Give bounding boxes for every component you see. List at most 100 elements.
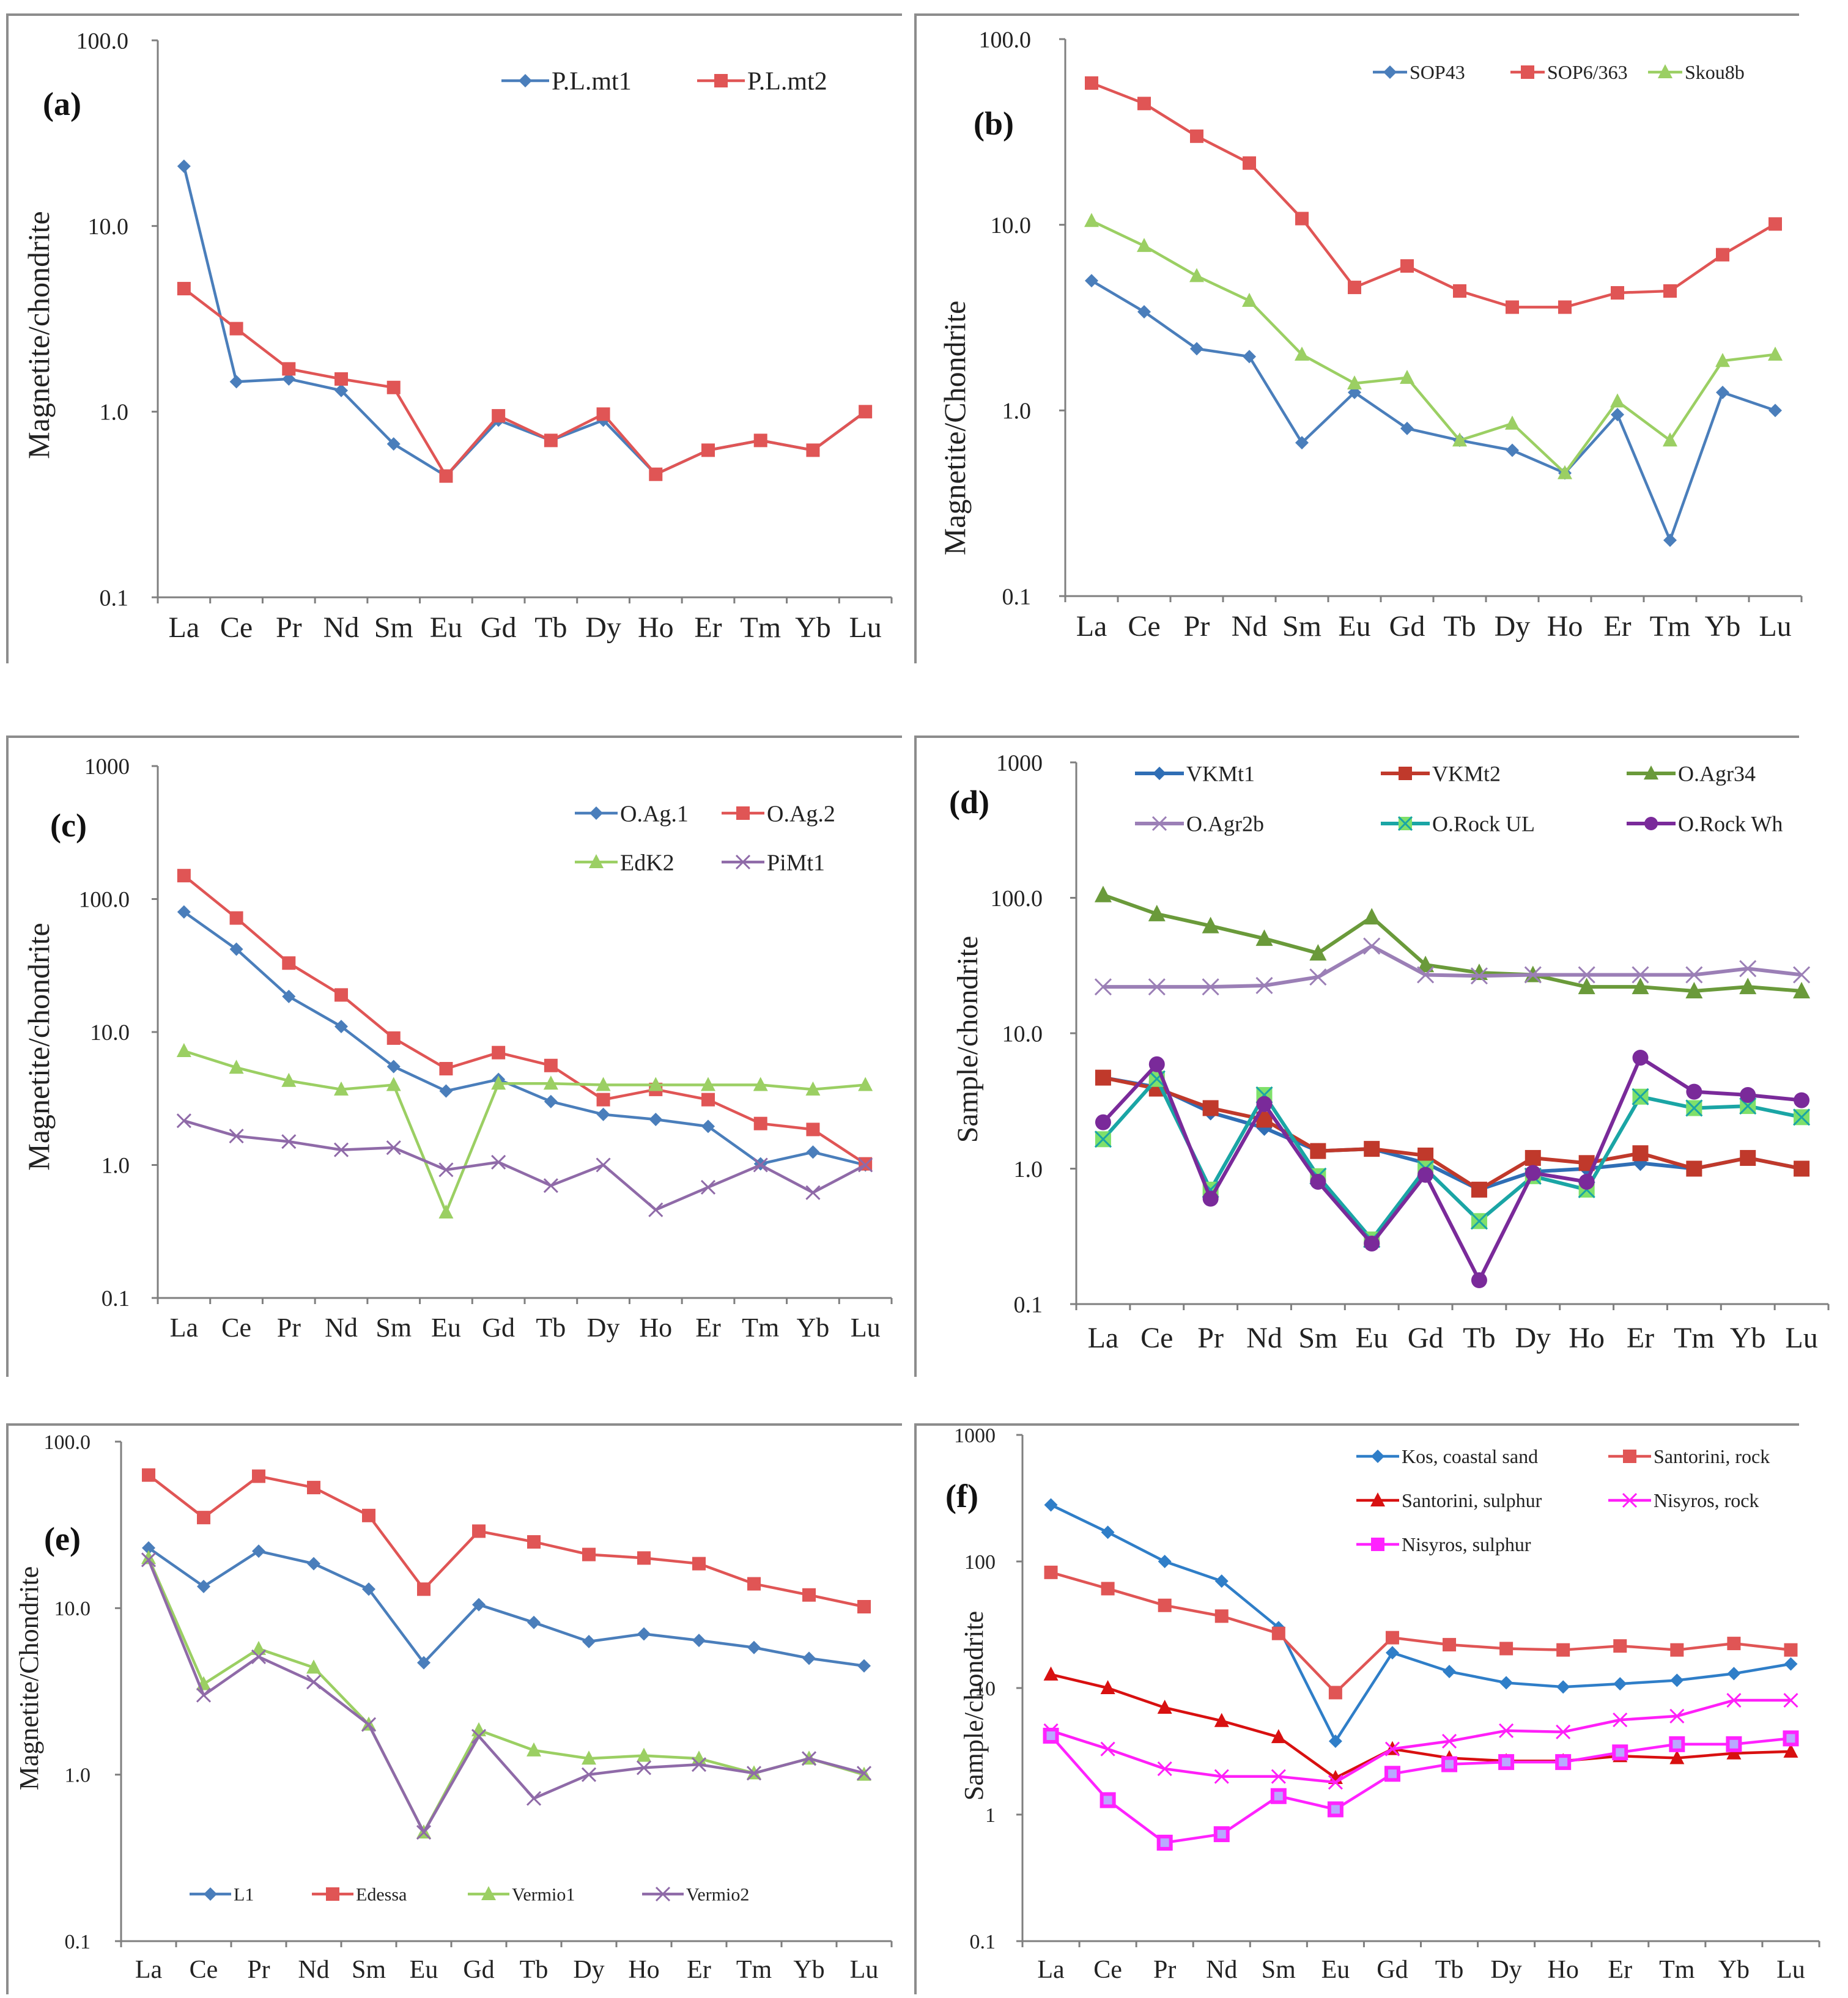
data-point (1783, 1743, 1798, 1758)
series-o-rock-ul (1094, 1070, 1811, 1248)
series-line (147, 1473, 865, 1609)
series-line (1050, 1571, 1791, 1694)
x-tick-label-Tb: Tb (520, 1956, 549, 1984)
x-tick-label-Tb: Tb (534, 611, 567, 644)
data-point (527, 1615, 541, 1629)
series-p-l-mt2 (177, 282, 873, 483)
series-o-agr34 (1094, 885, 1811, 998)
data-point (307, 1557, 320, 1571)
y-axis-title: Magnetite/chondrite (21, 211, 56, 459)
data-point (1328, 1775, 1343, 1790)
x-tick-label-Ho: Ho (639, 1313, 672, 1343)
data-point (1632, 1049, 1649, 1066)
data-point (1214, 1712, 1229, 1727)
legend-label: Kos, coastal sand (1402, 1445, 1538, 1467)
y-tick-label: 10 (975, 1678, 996, 1700)
data-point (701, 1077, 715, 1091)
series-line (147, 1559, 865, 1834)
data-point-inner (1672, 1739, 1682, 1749)
y-tick-label: 1.0 (1014, 1157, 1043, 1182)
data-point (581, 1767, 597, 1782)
y-tick-label: 0.1 (970, 1931, 996, 1953)
legend-label: Vermio2 (686, 1885, 749, 1905)
legend-label: Nisyros, rock (1654, 1489, 1759, 1511)
x-tick-label-Gd: Gd (482, 1313, 515, 1343)
x-tick-label-Er: Er (687, 1956, 711, 1984)
x-tick-label-Yb: Yb (797, 1313, 830, 1343)
data-point (361, 1717, 377, 1732)
data-point (1295, 346, 1309, 361)
panel-frame (6, 735, 902, 1377)
data-point (1295, 212, 1309, 226)
data-point (1632, 966, 1649, 984)
data-point (471, 1722, 486, 1736)
data-point (1295, 436, 1309, 450)
data-point-inner (1616, 1748, 1625, 1757)
data-point (859, 405, 873, 419)
legend-swatch-marker (326, 1887, 339, 1901)
data-point (596, 407, 610, 421)
data-point (1726, 1745, 1742, 1760)
x-tick-label-Eu: Eu (1338, 610, 1370, 643)
series-line (147, 1546, 865, 1668)
data-point (701, 1093, 715, 1107)
data-point (1095, 1069, 1111, 1086)
data-point (1716, 248, 1729, 262)
x-tick-label-Tm: Tm (742, 1313, 779, 1343)
data-point (753, 1116, 767, 1130)
data-point-inner (1786, 1734, 1795, 1743)
x-tick-label-Yb: Yb (1730, 1322, 1766, 1354)
legend-label: O.Rock UL (1432, 812, 1535, 836)
data-point (636, 1760, 652, 1775)
data-point (1578, 966, 1595, 984)
data-point (544, 433, 558, 448)
x-tick-label-Sm: Sm (1298, 1322, 1337, 1354)
y-tick-label: 0.1 (102, 1286, 130, 1311)
y-tick-label: 0.1 (100, 585, 129, 611)
data-point (1670, 1643, 1684, 1657)
panel-frame (6, 13, 902, 663)
data-point (1158, 1555, 1172, 1568)
series-kos-coastal-sand (1044, 1498, 1798, 1748)
data-point (1271, 1769, 1286, 1784)
series-edk2 (176, 1043, 873, 1219)
x-tick-label-Lu: Lu (1776, 1956, 1805, 1984)
data-point (596, 1107, 610, 1121)
data-point (1043, 1666, 1059, 1681)
data-point (1556, 1680, 1570, 1694)
data-point (701, 1119, 715, 1134)
y-tick-label: 1.0 (102, 1153, 130, 1178)
y-tick-label: 0.1 (1014, 1292, 1043, 1318)
series-pimt1 (176, 1113, 873, 1217)
x-tick-label-Nd: Nd (325, 1313, 358, 1343)
data-point (1793, 966, 1811, 984)
x-tick-label-Ho: Ho (1548, 1956, 1579, 1984)
y-tick-label: 1000 (954, 1425, 996, 1447)
data-point (746, 1766, 762, 1781)
x-tick-label-Lu: Lu (850, 1956, 879, 1984)
data-point (1158, 1598, 1172, 1612)
data-point (1794, 1160, 1810, 1177)
series-edessa (142, 1468, 871, 1613)
data-point (471, 1728, 487, 1744)
data-point (1632, 1145, 1649, 1162)
x-tick-label-Pr: Pr (1153, 1956, 1176, 1984)
y-tick-label: 100.0 (979, 27, 1032, 53)
legend-label: Santorini, rock (1654, 1445, 1770, 1467)
data-point (252, 1469, 265, 1483)
x-tick-label-Eu: Eu (410, 1956, 438, 1984)
data-point-cross (1094, 1130, 1112, 1148)
x-tick-label-Gd: Gd (1377, 1956, 1408, 1984)
legend-swatch-marker (735, 854, 751, 870)
data-point (1443, 1665, 1457, 1679)
legend: L1 Edessa Vermio1 Vermio2 (190, 1885, 749, 1905)
data-point (282, 372, 296, 386)
data-point (1384, 1741, 1400, 1757)
panel-label: (b) (974, 105, 1014, 142)
data-point (1400, 259, 1414, 273)
data-point (1189, 268, 1204, 282)
data-point (197, 1579, 210, 1593)
series-line (1103, 1075, 1802, 1192)
legend: VKMt1 VKMt2 O.Agr34 O.Agr2b O.Rock UL O.Rock … (1135, 762, 1783, 836)
